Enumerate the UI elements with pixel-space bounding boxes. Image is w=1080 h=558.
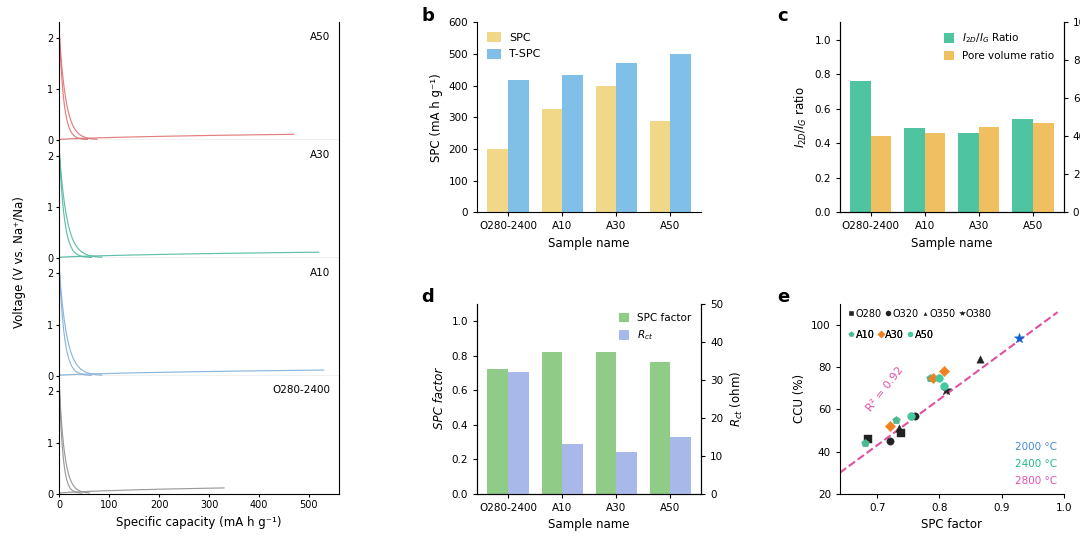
Bar bbox=[904, 128, 924, 213]
Bar bbox=[508, 372, 528, 494]
Bar bbox=[617, 62, 637, 213]
Bar bbox=[596, 86, 617, 213]
Point bbox=[1011, 333, 1028, 342]
Bar bbox=[541, 109, 562, 213]
Bar bbox=[487, 369, 508, 494]
Point bbox=[860, 435, 877, 444]
Text: O280-2400: O280-2400 bbox=[272, 386, 330, 396]
Bar bbox=[541, 352, 562, 494]
Text: 2800 °C: 2800 °C bbox=[1015, 476, 1057, 486]
Legend: SPC, T-SPC: SPC, T-SPC bbox=[483, 28, 545, 64]
Text: b: b bbox=[421, 7, 434, 25]
Point bbox=[937, 386, 955, 395]
X-axis label: SPC factor: SPC factor bbox=[921, 518, 983, 531]
Bar bbox=[617, 452, 637, 494]
Bar bbox=[1012, 119, 1034, 213]
Y-axis label: CCU (%): CCU (%) bbox=[793, 374, 806, 424]
Text: A10: A10 bbox=[310, 267, 330, 277]
Text: e: e bbox=[778, 288, 789, 306]
Bar bbox=[924, 133, 945, 213]
Bar bbox=[650, 121, 671, 213]
Point bbox=[881, 422, 899, 431]
Y-axis label: $R_{ct}$ (ohm): $R_{ct}$ (ohm) bbox=[729, 371, 745, 427]
Y-axis label: SPC (mA h g⁻¹): SPC (mA h g⁻¹) bbox=[430, 73, 443, 162]
Point bbox=[903, 411, 920, 420]
Point bbox=[921, 373, 939, 382]
Bar bbox=[562, 75, 583, 213]
X-axis label: Sample name: Sample name bbox=[549, 237, 630, 250]
Point bbox=[931, 373, 948, 382]
Text: 2400 °C: 2400 °C bbox=[1015, 459, 1057, 469]
Point bbox=[935, 367, 953, 376]
Bar bbox=[508, 80, 528, 213]
Text: R² = 0.92: R² = 0.92 bbox=[865, 365, 906, 413]
Point bbox=[888, 415, 905, 424]
Legend: A10, A30, A50: A10, A30, A50 bbox=[845, 326, 937, 344]
Point bbox=[881, 436, 899, 445]
Text: Voltage (V vs. Na⁺/Na): Voltage (V vs. Na⁺/Na) bbox=[13, 196, 26, 328]
Text: A30: A30 bbox=[310, 150, 330, 160]
Text: 2000 °C: 2000 °C bbox=[1015, 442, 1057, 452]
Y-axis label: SPC factor: SPC factor bbox=[433, 368, 446, 430]
Point bbox=[924, 373, 942, 382]
Y-axis label: $I_{2D}/I_G$ ratio: $I_{2D}/I_G$ ratio bbox=[793, 86, 809, 148]
X-axis label: Sample name: Sample name bbox=[549, 518, 630, 531]
Legend: $I_{2D}/I_G$ Ratio, Pore volume ratio: $I_{2D}/I_G$ Ratio, Pore volume ratio bbox=[940, 27, 1058, 65]
Point bbox=[892, 428, 909, 437]
Text: c: c bbox=[778, 7, 788, 25]
X-axis label: Specific capacity (mA h g⁻¹): Specific capacity (mA h g⁻¹) bbox=[117, 516, 282, 528]
Point bbox=[971, 354, 988, 363]
Bar bbox=[671, 437, 691, 494]
Point bbox=[890, 424, 907, 433]
Bar bbox=[958, 133, 978, 213]
Bar bbox=[1034, 123, 1054, 213]
Bar bbox=[978, 127, 999, 213]
Point bbox=[906, 411, 923, 420]
Bar bbox=[650, 363, 671, 494]
Point bbox=[935, 382, 953, 391]
Bar bbox=[487, 149, 508, 213]
X-axis label: Sample name: Sample name bbox=[912, 237, 993, 250]
Bar bbox=[562, 444, 583, 494]
Bar bbox=[870, 136, 891, 213]
Bar bbox=[850, 81, 870, 213]
Text: d: d bbox=[421, 288, 434, 306]
Point bbox=[856, 439, 874, 448]
Legend: SPC factor, $R_{ct}$: SPC factor, $R_{ct}$ bbox=[615, 309, 696, 347]
Bar bbox=[671, 54, 691, 213]
Bar bbox=[596, 352, 617, 494]
Text: A50: A50 bbox=[310, 32, 330, 42]
